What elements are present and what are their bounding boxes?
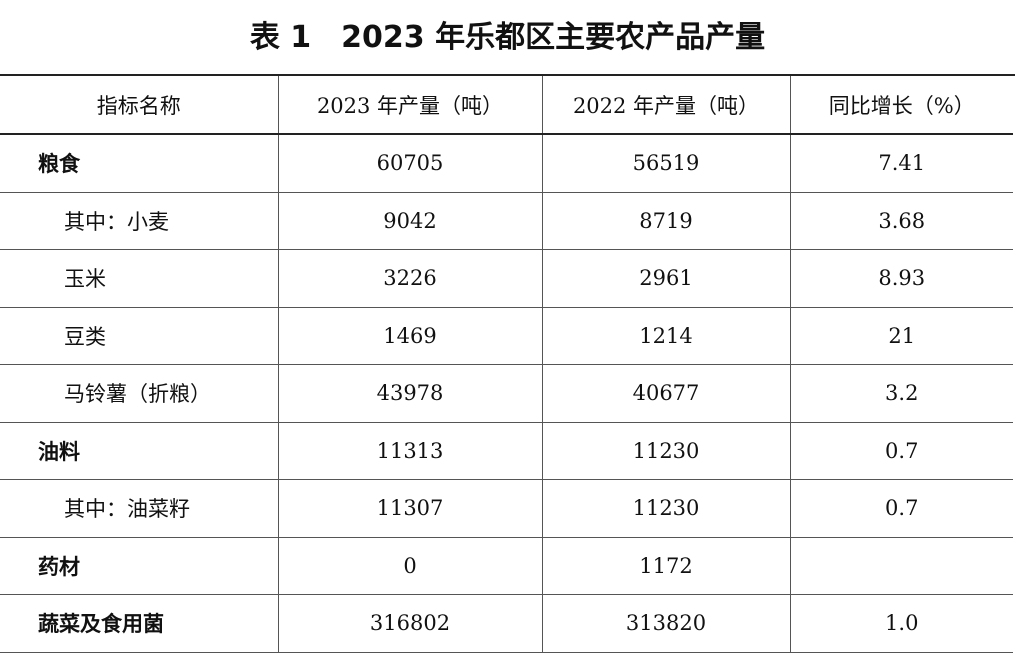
row-label: 其中：油菜籽 xyxy=(0,479,278,538)
data-row: 蔬菜及食用菌 316802 313820 1.0 xyxy=(0,594,1013,653)
value-cell: 56519 xyxy=(541,134,790,193)
data-row: 药材 0 1172 xyxy=(0,537,1013,595)
row-label: 其中：小麦 xyxy=(0,192,278,250)
value-cell: 60705 xyxy=(277,134,542,193)
value-cell xyxy=(789,537,1013,595)
data-row: 其中：油菜籽 11307 11230 0.7 xyxy=(0,479,1013,538)
row-label: 蔬菜及食用菌 xyxy=(0,594,278,653)
row-label: 药材 xyxy=(0,537,278,595)
value-cell: 11307 xyxy=(277,479,542,538)
value-cell: 1469 xyxy=(277,307,542,365)
header-cell: 指标名称 xyxy=(0,76,278,135)
value-cell: 0 xyxy=(277,537,542,595)
data-row: 马铃薯（折粮） 43978 40677 3.2 xyxy=(0,364,1013,423)
value-cell: 11230 xyxy=(541,422,790,480)
value-cell: 0.7 xyxy=(789,479,1013,538)
value-cell: 3.2 xyxy=(789,364,1013,423)
header-cell: 2023 年产量（吨） xyxy=(277,76,542,135)
value-cell: 11230 xyxy=(541,479,790,538)
row-label: 马铃薯（折粮） xyxy=(0,364,278,423)
value-cell: 43978 xyxy=(277,364,542,423)
value-cell: 313820 xyxy=(541,594,790,653)
value-cell: 21 xyxy=(789,307,1013,365)
row-label: 粮食 xyxy=(0,134,278,193)
header-cell: 2022 年产量（吨） xyxy=(541,76,790,135)
value-cell: 316802 xyxy=(277,594,542,653)
value-cell: 1172 xyxy=(541,537,790,595)
value-cell: 1.0 xyxy=(789,594,1013,653)
data-row: 粮食 60705 56519 7.41 xyxy=(0,134,1013,193)
data-row: 其中：小麦 9042 8719 3.68 xyxy=(0,192,1013,250)
data-row: 豆类 1469 1214 21 xyxy=(0,307,1013,365)
production-table: 指标名称 2023 年产量（吨） 2022 年产量（吨） 同比增长（%） 粮食 60705… xyxy=(0,76,1013,653)
row-label: 玉米 xyxy=(0,249,278,308)
value-cell: 8.93 xyxy=(789,249,1013,308)
row-label: 豆类 xyxy=(0,307,278,365)
value-cell: 0.7 xyxy=(789,422,1013,480)
header-cell: 同比增长（%） xyxy=(789,76,1013,135)
value-cell: 9042 xyxy=(277,192,542,250)
value-cell: 40677 xyxy=(541,364,790,423)
value-cell: 3.68 xyxy=(789,192,1013,250)
value-cell: 3226 xyxy=(277,249,542,308)
table-body: 指标名称 2023 年产量（吨） 2022 年产量（吨） 同比增长（%） 粮食 60705… xyxy=(0,76,1013,653)
value-cell: 8719 xyxy=(541,192,790,250)
table-title: 表 1 2023 年乐都区主要农产品产量 xyxy=(0,0,1015,76)
data-row: 玉米 3226 2961 8.93 xyxy=(0,249,1013,308)
value-cell: 2961 xyxy=(541,249,790,308)
value-cell: 11313 xyxy=(277,422,542,480)
value-cell: 7.41 xyxy=(789,134,1013,193)
value-cell: 1214 xyxy=(541,307,790,365)
header-row: 指标名称 2023 年产量（吨） 2022 年产量（吨） 同比增长（%） xyxy=(0,76,1013,135)
row-label: 油料 xyxy=(0,422,278,480)
data-row: 油料 11313 11230 0.7 xyxy=(0,422,1013,480)
